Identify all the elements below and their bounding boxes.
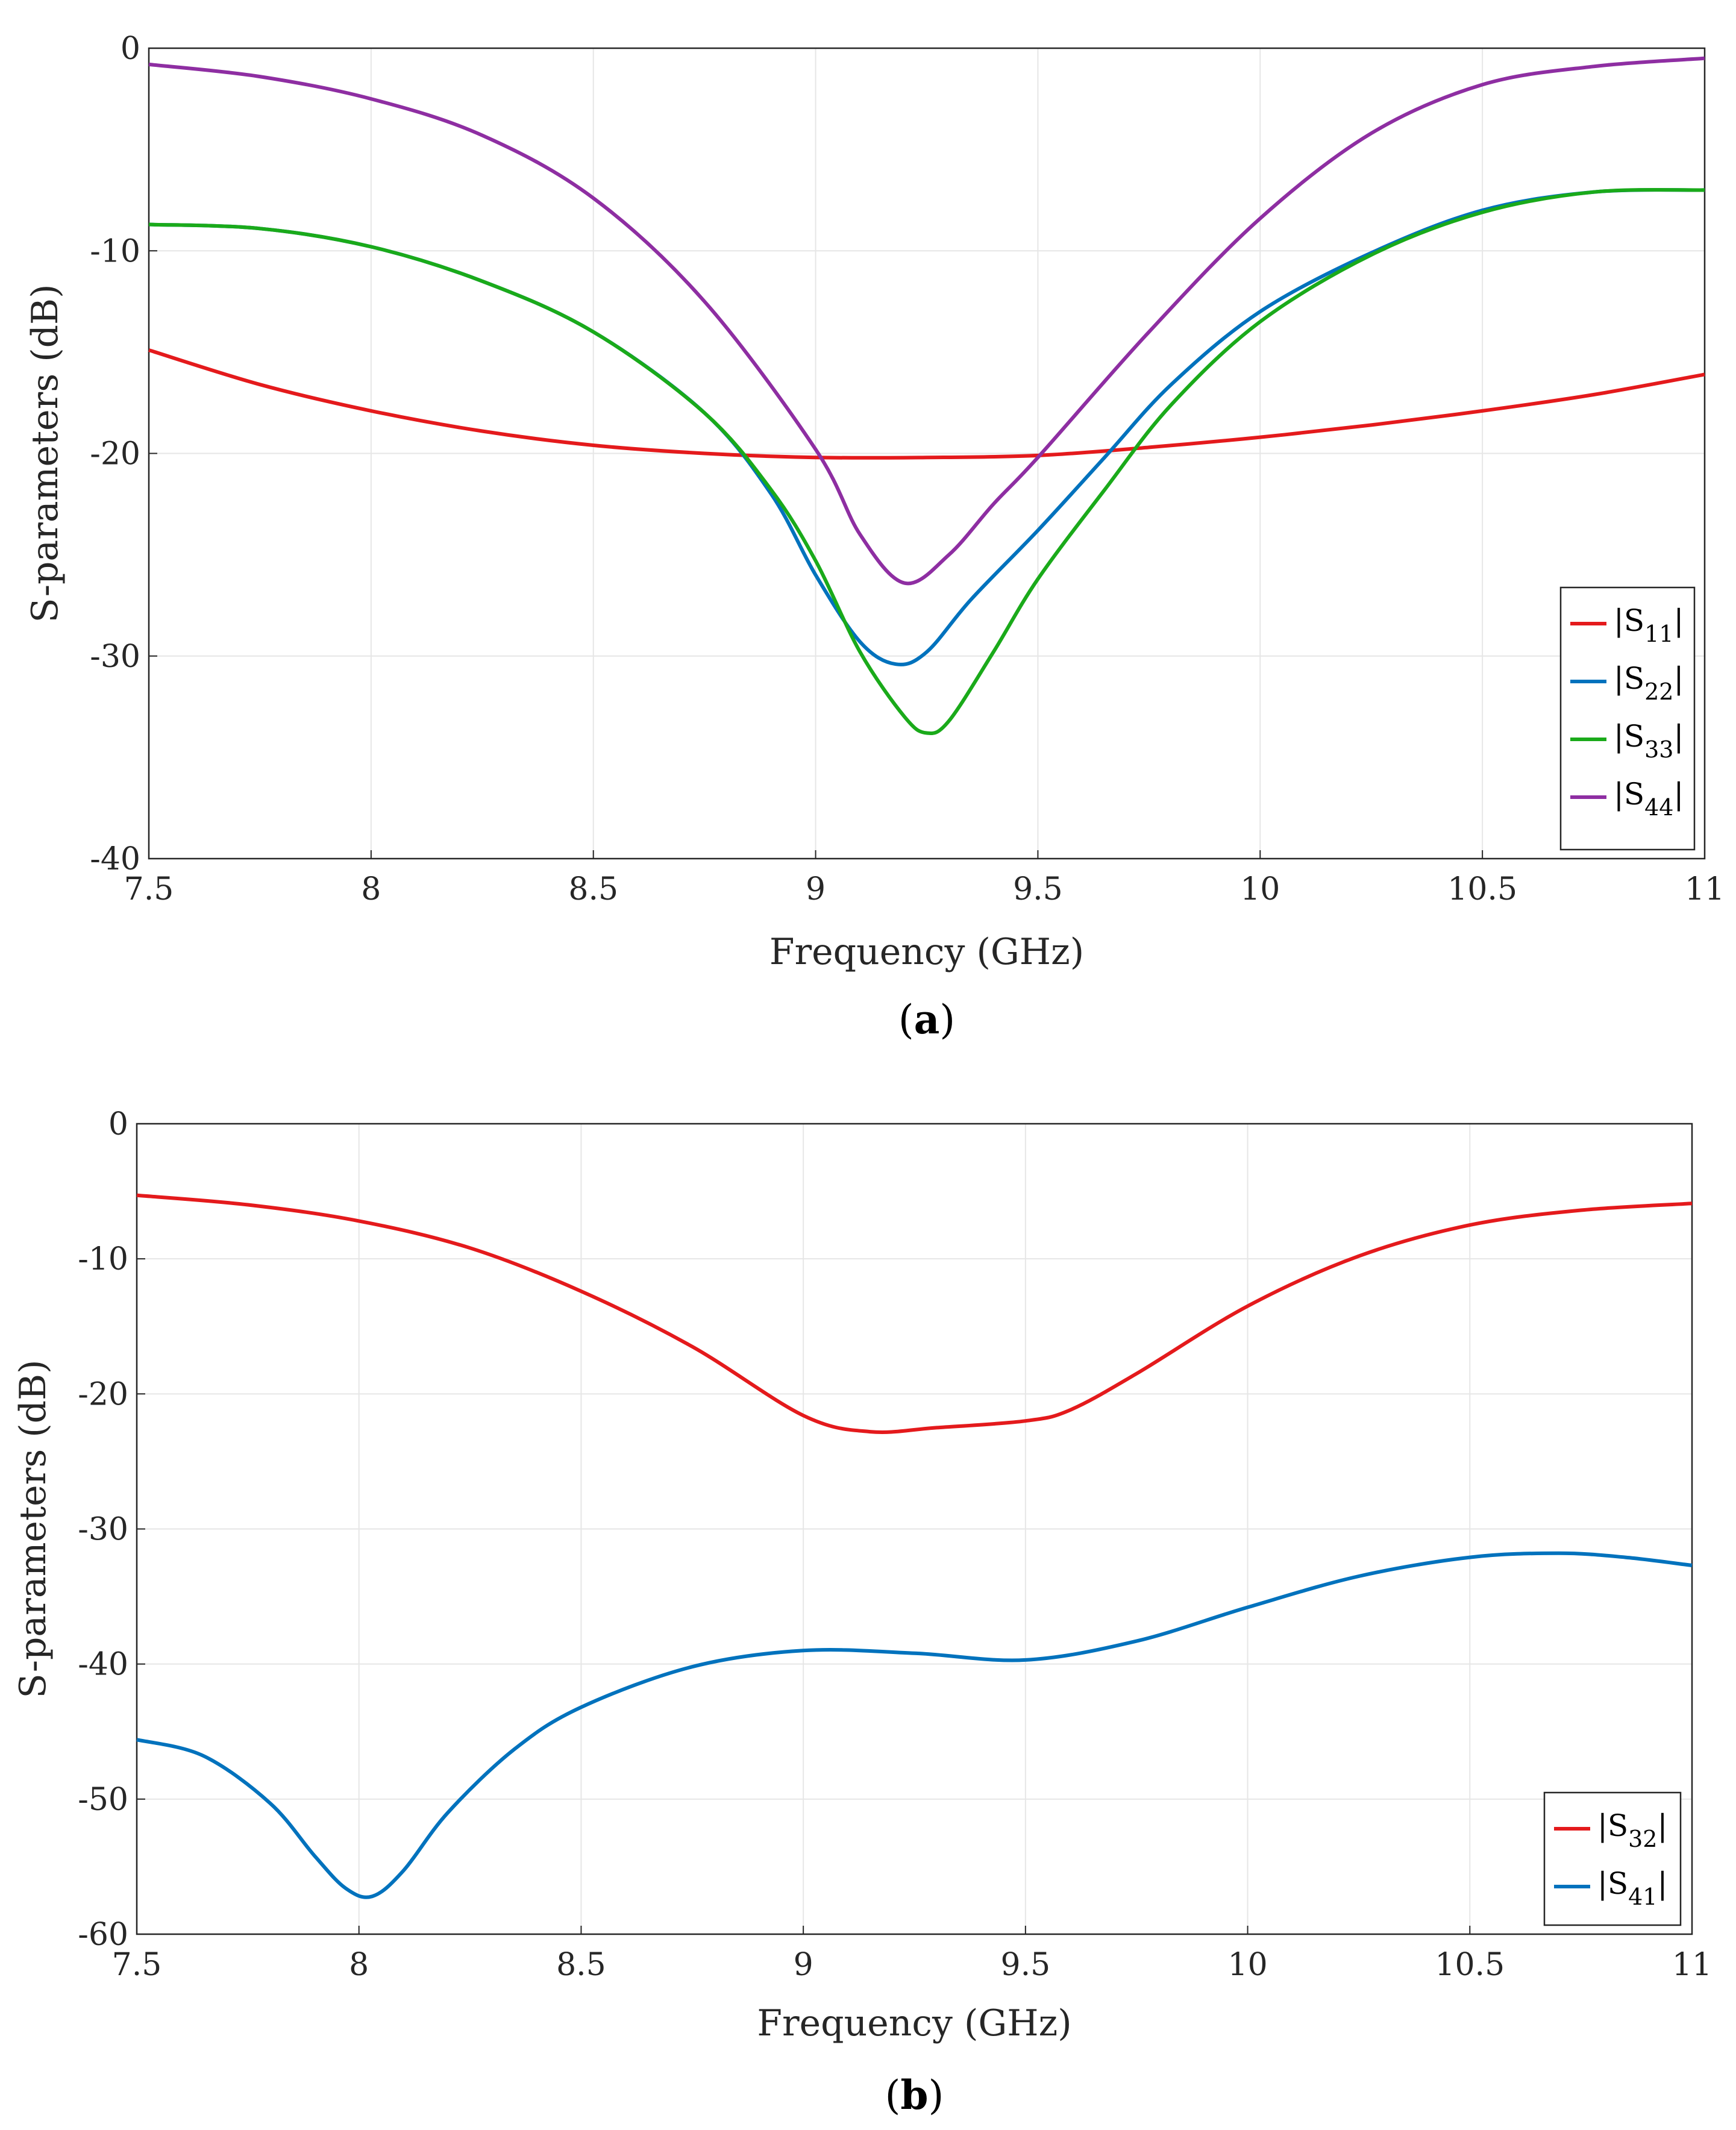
- series-line-41: [136, 1551, 1693, 1899]
- x-tick-label: 10: [1227, 1947, 1267, 1983]
- legend-label-11: |S11|: [1614, 603, 1684, 647]
- legend-box: [1543, 1791, 1682, 1926]
- x-tick-label: 8.5: [556, 1947, 606, 1983]
- x-axis-label: Frequency (GHz): [757, 2002, 1071, 2044]
- x-tick-label: 8.5: [568, 871, 618, 907]
- y-tick-label: -30: [78, 1512, 128, 1548]
- legend-label-22: |S22|: [1614, 661, 1684, 705]
- x-tick-label: 7.5: [112, 1947, 162, 1983]
- legend-label-41: |S41|: [1597, 1866, 1667, 1910]
- y-tick-label: -40: [78, 1647, 128, 1683]
- series-line-44: [148, 56, 1705, 586]
- x-tick-label: 11: [1672, 1947, 1712, 1983]
- axes-box: [148, 47, 1706, 860]
- panel-label: (a): [898, 996, 955, 1043]
- x-tick-label: 10: [1240, 871, 1280, 907]
- x-tick-label: 7.5: [124, 871, 174, 907]
- y-tick-label: -40: [90, 841, 140, 877]
- x-tick-label: 10.5: [1435, 1947, 1505, 1983]
- x-tick-label: 8: [349, 1947, 369, 1983]
- x-axis-label: Frequency (GHz): [769, 931, 1084, 973]
- y-tick-label: -50: [78, 1782, 128, 1818]
- axes-box: [136, 1123, 1693, 1935]
- chart-panel-b: 7.5 8 8.5 9 9.5 10 10.5 11 0 -10 -20 -30 -40 -50 -60 |S…: [12, 1106, 1712, 2119]
- legend-label-33: |S33|: [1614, 719, 1684, 763]
- chart-panel-a: 7.5 8 8.5 9 9.5 10 10.5 11 0 -10 -20 -30 -40 |S11| |S2…: [24, 31, 1725, 1043]
- x-tick-label: 9.5: [1001, 1947, 1051, 1983]
- x-tick-label: 9: [806, 871, 826, 907]
- x-tick-label: 11: [1685, 871, 1725, 907]
- series-line-32: [136, 1193, 1693, 1435]
- y-tick-label: 0: [121, 31, 140, 67]
- y-axis-label: S-parameters (dB): [12, 1359, 54, 1698]
- series-line-33: [148, 187, 1705, 735]
- y-tick-label: -10: [78, 1241, 128, 1277]
- y-tick-label: -20: [78, 1376, 128, 1412]
- x-tick-label: 8: [361, 871, 381, 907]
- y-axis-label: S-parameters (dB): [24, 284, 66, 622]
- y-tick-label: 0: [108, 1106, 128, 1142]
- y-tick-label: -10: [90, 233, 140, 269]
- y-tick-label: -60: [78, 1917, 128, 1953]
- y-tick-label: -30: [90, 639, 140, 675]
- x-tick-label: 10.5: [1447, 871, 1517, 907]
- panel-label: (b): [885, 2072, 944, 2119]
- legend-box: [1559, 586, 1696, 851]
- y-tick-label: -20: [90, 436, 140, 472]
- legend-label-44: |S44|: [1614, 777, 1684, 821]
- legend-label-32: |S32|: [1597, 1808, 1667, 1852]
- x-tick-label: 9: [794, 1947, 813, 1983]
- series-line-11: [148, 348, 1705, 460]
- x-tick-label: 9.5: [1013, 871, 1063, 907]
